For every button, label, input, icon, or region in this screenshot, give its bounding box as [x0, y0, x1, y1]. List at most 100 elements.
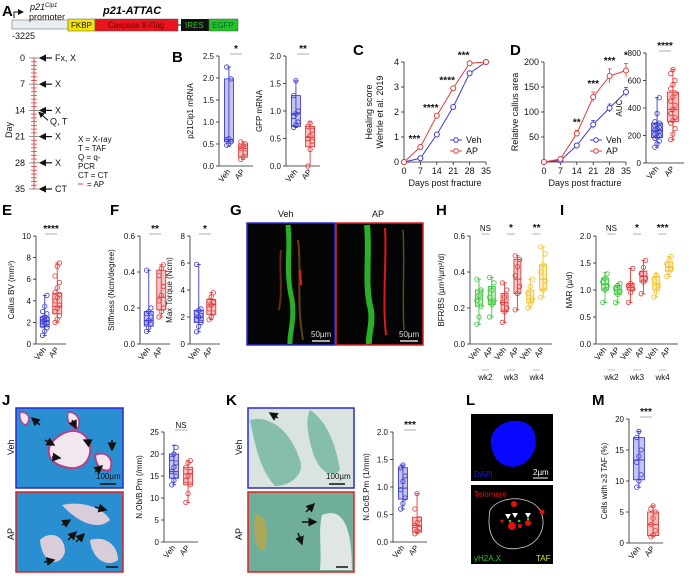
y-tick-label: 0 [181, 340, 186, 349]
y-tick-label: 2.0 [580, 232, 592, 241]
chart-d2: 0 200 400 600 800 AUC Veh AP **** [615, 41, 684, 181]
data-point [295, 119, 301, 125]
y-tick-label: 1.5 [270, 80, 282, 89]
data-point [450, 85, 457, 92]
significance-label: * [635, 223, 639, 234]
timeline-tick-label: 28 [15, 158, 25, 168]
box [223, 78, 234, 143]
data-point [158, 292, 164, 298]
data-point [56, 279, 63, 286]
y-tick-label: 2.5 [203, 52, 215, 61]
chart-b1: 0.0 0.5 1.0 1.5 2.0 2.5 p21Cip1 mRNA Veh AP * [186, 44, 253, 184]
data-point [173, 473, 179, 479]
data-point [169, 468, 175, 475]
data-point [171, 451, 177, 457]
data-point [44, 311, 50, 317]
data-point [398, 487, 404, 493]
data-point [630, 265, 636, 271]
box [526, 289, 535, 304]
data-point [238, 139, 244, 145]
data-point [474, 321, 480, 327]
event-label: Fx, X [55, 53, 76, 63]
y-tick-label: 1 [394, 132, 399, 142]
data-point [512, 253, 518, 259]
data-point [600, 299, 606, 306]
data-point [491, 280, 497, 286]
significance-label: ** [151, 224, 159, 235]
significance-label: * [509, 223, 513, 234]
data-point [486, 294, 493, 300]
y-axis-label: MAR (µ/d) [565, 271, 574, 308]
significance-label: * [203, 224, 207, 235]
dapi-label: DAPI [474, 470, 493, 479]
data-point [293, 78, 299, 84]
x-tick-label: AP [47, 346, 61, 360]
data-point [651, 277, 657, 283]
y-tick-label: 1.0 [580, 286, 592, 295]
data-point [486, 314, 493, 320]
data-point [617, 280, 623, 287]
data-point [160, 283, 167, 289]
significance-label: *** [657, 223, 669, 234]
data-point [187, 482, 193, 488]
data-point [148, 314, 154, 320]
x-tick-label: Veh [284, 168, 300, 184]
data-point [525, 290, 531, 297]
data-point [450, 104, 457, 110]
event-label: X [55, 79, 61, 89]
group-label: wk4 [529, 373, 545, 382]
x-tick-label: Veh [618, 346, 634, 362]
data-point [668, 137, 674, 143]
segment-egfp-label: EGFP [212, 21, 234, 30]
legend-label: Veh [466, 135, 482, 145]
y-axis-label: p21Cip1 mRNA [186, 83, 195, 139]
data-point [414, 520, 420, 526]
data-point [307, 133, 313, 139]
y-tick-label: 2.0 [270, 52, 282, 61]
y-tick-label: 50 [529, 132, 539, 142]
x-tick-label: AP [643, 545, 657, 559]
x-tick-label: 14 [432, 166, 442, 176]
data-point [617, 288, 623, 294]
data-point [573, 130, 580, 137]
panel-label-i: I [560, 202, 564, 219]
y-tick-label: 0 [620, 539, 625, 548]
x-tick-label: AP [533, 346, 547, 360]
data-point [604, 271, 610, 277]
legend-item: CT = CT [78, 171, 108, 180]
y-tick-label: 400 [628, 104, 642, 113]
y-axis-label: Cells with ≥3 TAF (%) [600, 442, 609, 519]
data-point [44, 325, 50, 331]
data-point [650, 532, 656, 538]
data-point [402, 473, 408, 479]
data-point [640, 264, 647, 270]
data-point [476, 292, 482, 298]
data-point [198, 306, 204, 312]
panel-label-m: M [592, 392, 605, 409]
panel-label-g: G [230, 202, 242, 219]
x-tick-label: AP [151, 346, 165, 360]
row-label-veh: Veh [6, 439, 16, 455]
y-axis-label: Healing score [364, 84, 374, 139]
data-point [668, 265, 674, 271]
data-point [666, 269, 672, 275]
data-point [193, 261, 200, 267]
x-tick-label: Veh [467, 346, 483, 362]
x-tick-label: Veh [593, 346, 609, 362]
y-tick-label: 1.0 [377, 483, 389, 492]
row-label-ap: AP [6, 528, 16, 540]
y-tick-label: 0 [27, 340, 32, 349]
significance-label: **** [43, 224, 59, 235]
data-point [56, 313, 63, 319]
y-tick-label: 4 [181, 286, 186, 295]
significance-label: * [234, 44, 238, 55]
panel-label-j: J [2, 392, 10, 409]
x-tick-label: AP [201, 346, 215, 360]
data-point [501, 308, 508, 315]
y-axis-label-2: Wehrle et al. 2019 [375, 76, 385, 149]
x-tick-label: AP [233, 168, 247, 182]
y-axis-label: AUC [615, 99, 624, 116]
data-point [183, 464, 189, 470]
x-tick-label: 28 [465, 166, 475, 176]
